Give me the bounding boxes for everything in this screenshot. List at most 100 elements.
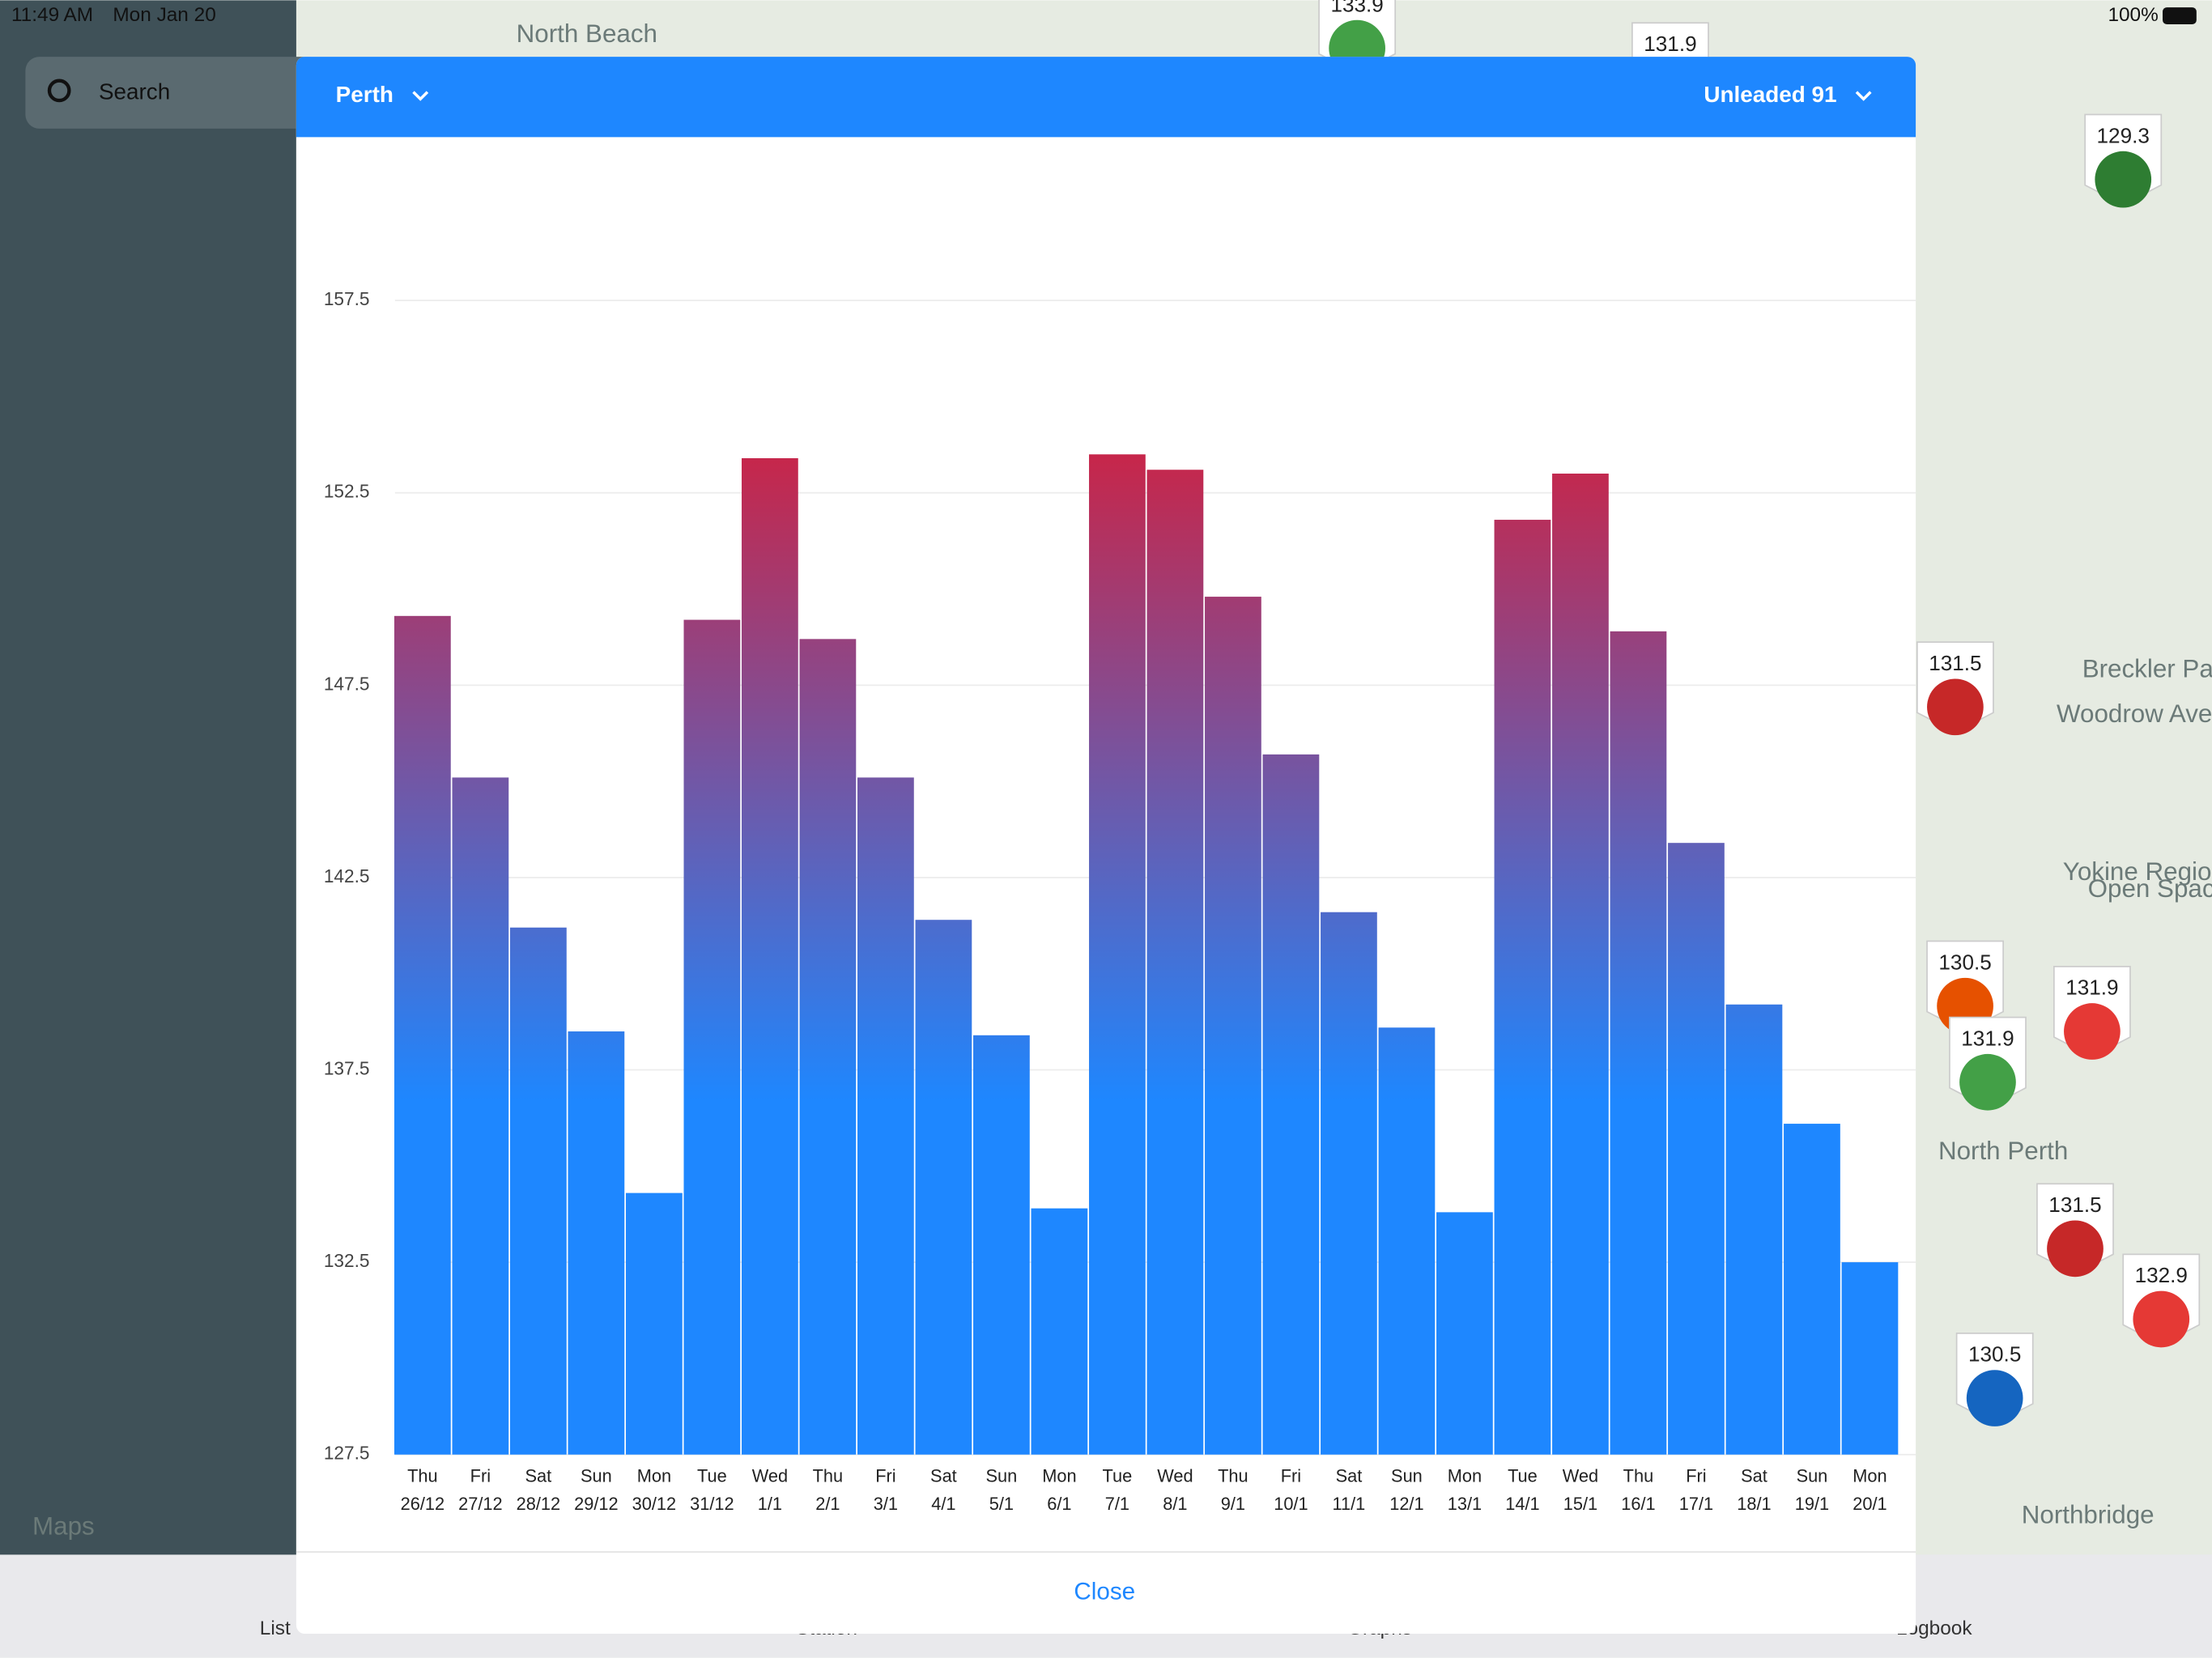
x-tick-date: 27/12 [458,1494,502,1514]
x-tick-day: Thu [407,1465,438,1486]
map-label: Open Space [2088,874,2212,903]
station-logo [2133,1290,2190,1348]
map-label: North Perth [1938,1137,2068,1165]
map-label: Breckler Park [2082,654,2212,682]
x-tick-day: Mon [1853,1465,1887,1486]
x-tick-date: 9/1 [1221,1494,1245,1514]
x-tick-day: Wed [1157,1465,1193,1486]
x-tick-day: Sat [525,1465,552,1486]
y-tick-label: 132.5 [324,1250,370,1271]
bar [1205,597,1261,1455]
x-tick-date: 17/1 [1679,1494,1713,1514]
map-label: North Beach [517,19,657,48]
x-tick-day: Sat [1336,1465,1363,1486]
map-label: Yokine Regional [2063,857,2212,886]
x-tick-day: Thu [813,1465,844,1486]
bar [915,920,972,1455]
station-price: 132.9 [2135,1263,2188,1287]
bar [1494,520,1551,1455]
station-price: 131.9 [1644,32,1696,56]
x-tick-day: Tue [697,1465,727,1486]
search-bar[interactable] [25,57,322,129]
bar [1784,1124,1840,1455]
bar [973,1035,1030,1455]
x-tick-day: Sun [581,1465,612,1486]
y-tick-label: 137.5 [324,1058,370,1079]
x-tick-date: 14/1 [1505,1494,1539,1514]
x-tick-day: Sat [1741,1465,1767,1486]
search-icon [47,79,71,103]
x-tick-date: 13/1 [1448,1494,1482,1514]
x-tick-day: Fri [1686,1465,1706,1486]
station-price: 130.5 [1938,950,1991,974]
city-select[interactable]: Perth [336,82,393,107]
bar [1725,1004,1783,1455]
station-price: 131.5 [1929,651,1981,675]
x-tick-day: Sun [986,1465,1018,1486]
station-price: 133.9 [1330,0,1383,16]
chevron [1855,91,1872,101]
tab-label[interactable]: List [260,1618,291,1639]
x-tick-date: 18/1 [1737,1494,1771,1514]
x-tick-date: 2/1 [815,1494,840,1514]
x-tick-date: 4/1 [931,1494,955,1514]
bar [568,1031,625,1455]
fuel-select[interactable]: Unleaded 91 [1704,82,1836,107]
x-tick-date: 26/12 [401,1494,445,1514]
bar [452,777,509,1455]
bar [1262,754,1320,1455]
station-logo [2064,1003,2121,1060]
status-time: 11:49 AM [11,4,93,26]
y-tick-label: 152.5 [324,481,370,502]
x-tick-date: 8/1 [1163,1494,1187,1514]
map-label: Northbridge [2022,1501,2155,1529]
chevron [412,91,429,101]
x-tick-day: Sun [1797,1465,1828,1486]
x-tick-day: Mon [637,1465,671,1486]
station-price: 131.9 [2065,976,2118,1000]
bar [1668,843,1725,1455]
bar [1841,1262,1899,1455]
search-text[interactable]: Search [99,79,170,104]
x-tick-day: Sun [1391,1465,1423,1486]
x-tick-date: 7/1 [1105,1494,1129,1514]
bar [1146,470,1204,1455]
x-tick-date: 12/1 [1389,1494,1423,1514]
modal-header [296,57,1916,138]
x-tick-date: 1/1 [758,1494,782,1514]
close-button[interactable]: Close [1074,1578,1135,1605]
x-tick-date: 29/12 [574,1494,618,1514]
status-date: Mon Jan 20 [113,4,215,26]
bar [742,458,798,1455]
x-tick-date: 11/1 [1333,1494,1366,1514]
x-tick-date: 6/1 [1047,1494,1071,1514]
bar [1378,1027,1436,1455]
x-tick-date: 3/1 [874,1494,898,1514]
bar [1610,631,1667,1455]
bar [1031,1208,1088,1455]
bar [625,1192,683,1455]
map-label: Maps [32,1512,95,1541]
x-tick-date: 5/1 [989,1494,1014,1514]
map-label: Woodrow Ave [2057,699,2212,728]
x-tick-date: 10/1 [1274,1494,1308,1514]
station-price: 131.5 [2048,1192,2101,1217]
station-logo [2095,151,2152,208]
station-price: 130.5 [1968,1342,2021,1367]
bar [1436,1212,1493,1455]
x-tick-date: 30/12 [632,1494,676,1514]
x-tick-day: Thu [1623,1465,1654,1486]
x-tick-day: Tue [1103,1465,1133,1486]
dim-overlay [0,0,296,1555]
x-tick-date: 19/1 [1795,1494,1829,1514]
y-tick-label: 147.5 [324,673,370,694]
y-tick-label: 157.5 [324,288,370,309]
bar [393,615,451,1455]
station-logo [1966,1370,2023,1426]
x-tick-date: 16/1 [1621,1494,1655,1514]
station-logo [1927,678,1984,736]
x-tick-day: Fri [470,1465,491,1486]
x-tick-day: Wed [752,1465,788,1486]
